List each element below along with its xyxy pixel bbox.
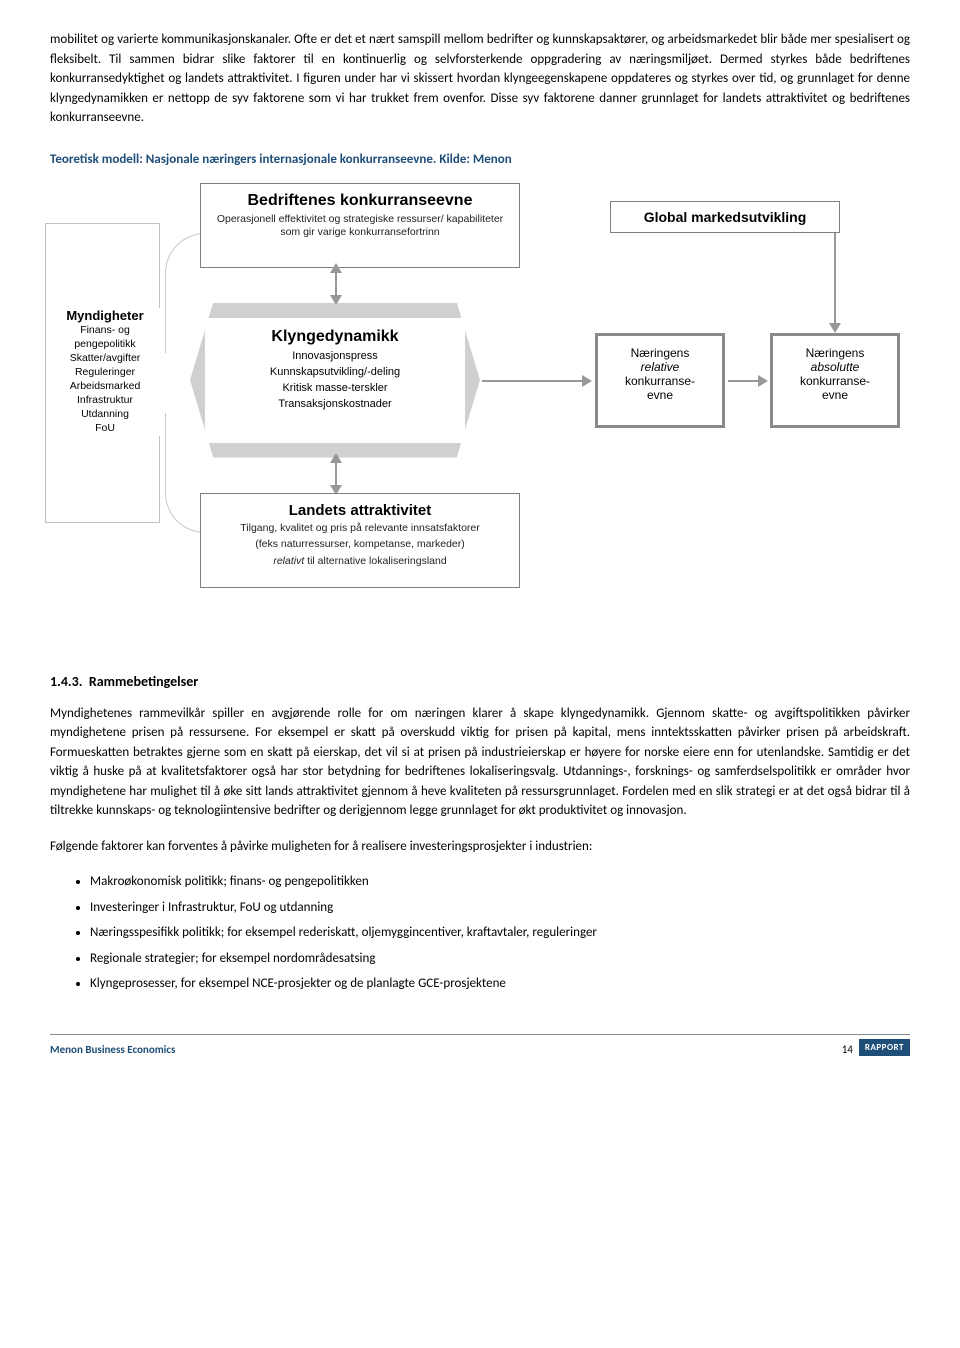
klynge-line: Kunnskapsutvikling/-deling — [215, 366, 455, 378]
arrow-global-abs — [834, 233, 836, 323]
model-diagram: Bedriftenes konkurranseevne Operasjonell… — [50, 183, 910, 643]
global-box: Global markedsutvikling — [610, 201, 840, 233]
bedriftenes-sub: Operasjonell effektivitet og strategiske… — [209, 213, 511, 240]
abs-l3: konkurranse- — [779, 374, 891, 388]
list-item: Næringsspesifikk politikk; for eksempel … — [90, 923, 910, 943]
list-item: Makroøkonomisk politikk; finans- og peng… — [90, 872, 910, 892]
absolute-box: Næringens absolutte konkurranse- evne — [770, 333, 900, 428]
mynd-line: Infrastruktur — [50, 394, 160, 407]
abs-l1: Næringens — [779, 346, 891, 360]
mynd-line: Skatter/avgifter — [50, 352, 160, 365]
rel-l4: evne — [604, 388, 716, 402]
rel-l2: relative — [604, 360, 716, 374]
abs-l2: absolutte — [779, 360, 891, 374]
relative-box: Næringens relative konkurranse- evne — [595, 333, 725, 428]
landets-sub1: Tilgang, kvalitet og pris på relevante i… — [209, 522, 511, 536]
arrow-klynge-relative — [482, 380, 582, 382]
paragraph-1: mobilitet og varierte kommunikasjonskana… — [50, 30, 910, 128]
rel-l1: Næringens — [604, 346, 716, 360]
figure-caption: Teoretisk modell: Nasjonale næringers in… — [50, 152, 910, 167]
abs-l4: evne — [779, 388, 891, 402]
bedriftenes-title: Bedriftenes konkurranseevne — [209, 192, 511, 210]
paragraph-2: Myndighetenes rammevilkår spiller en avg… — [50, 704, 910, 821]
arrow-rel-abs — [728, 380, 758, 382]
mynd-line: Reguleringer — [50, 366, 160, 379]
footer-right: 14 RAPPORT — [842, 1039, 910, 1056]
mynd-line: Utdanning — [50, 408, 160, 421]
klynge-title: Klyngedynamikk — [215, 328, 455, 346]
page-number: 14 — [842, 1043, 853, 1056]
klynge-line: Innovasjonspress — [215, 350, 455, 362]
rapport-badge: RAPPORT — [859, 1039, 910, 1056]
klynge-line: Kritisk masse-terskler — [215, 382, 455, 394]
arrow-head — [582, 375, 592, 387]
arrow-head — [330, 453, 342, 463]
klynge-line: Transaksjonskostnader — [215, 398, 455, 410]
bullet-list: Makroøkonomisk politikk; finans- og peng… — [90, 872, 910, 994]
arrow-head — [330, 263, 342, 273]
arrow-head — [829, 323, 841, 333]
mynd-line: pengepolitikk — [50, 338, 160, 351]
rel-l3: konkurranse- — [604, 374, 716, 388]
footer-company: Menon Business Economics — [50, 1043, 175, 1056]
arrow-head — [330, 485, 342, 495]
landets-sub2: (feks naturressurser, kompetanse, marked… — [209, 538, 511, 552]
bedriftenes-box: Bedriftenes konkurranseevne Operasjonell… — [200, 183, 520, 268]
mynd-line: Finans- og — [50, 324, 160, 337]
list-item: Regionale strategier; for eksempel nordo… — [90, 949, 910, 969]
arrow-head — [758, 375, 768, 387]
mynd-line: Arbeidsmarked — [50, 380, 160, 393]
arrow-head — [330, 295, 342, 305]
landets-box: Landets attraktivitet Tilgang, kvalitet … — [200, 493, 520, 588]
list-item: Klyngeprosesser, for eksempel NCE-prosje… — [90, 974, 910, 994]
section-heading: 1.4.3. Rammebetingelser — [50, 673, 910, 690]
klynge-box: Klyngedynamikk Innovasjonspress Kunnskap… — [205, 318, 465, 443]
landets-title: Landets attraktivitet — [209, 502, 511, 519]
page-footer: Menon Business Economics 14 RAPPORT — [50, 1034, 910, 1056]
landets-sub3: relativt til alternative lokaliseringsla… — [209, 555, 511, 569]
mynd-line: FoU — [50, 422, 160, 435]
list-item: Investeringer i Infrastruktur, FoU og ut… — [90, 898, 910, 918]
myndigheter-title: Myndigheter — [50, 308, 160, 323]
myndigheter-box: Myndigheter Finans- og pengepolitikk Ska… — [50, 308, 160, 436]
paragraph-3: Følgende faktorer kan forventes å påvirk… — [50, 837, 910, 857]
